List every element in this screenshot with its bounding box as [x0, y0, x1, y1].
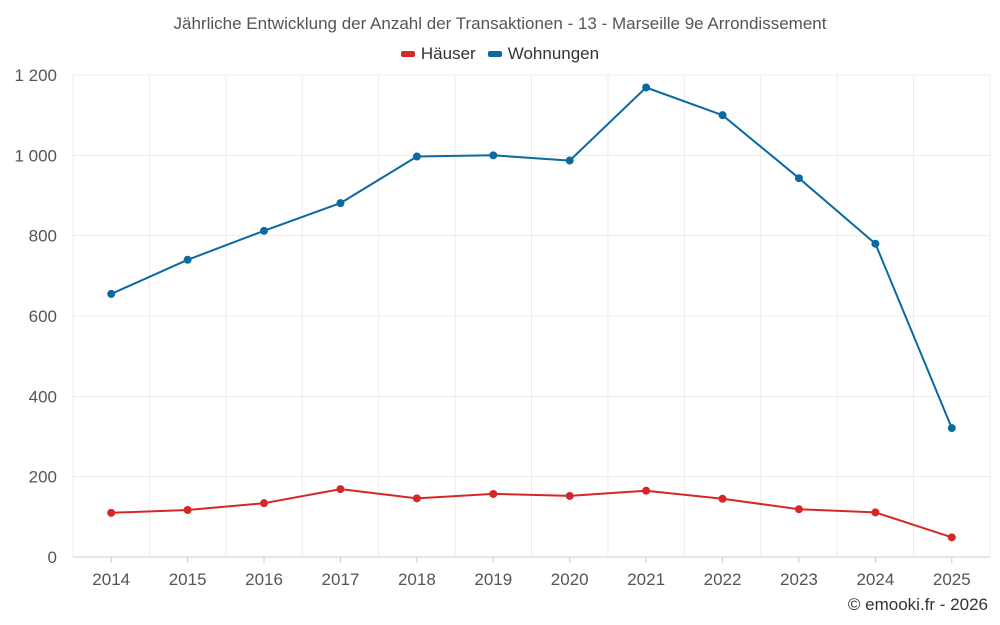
- y-tick-label: 400: [29, 387, 57, 406]
- y-tick-label: 1 200: [14, 66, 57, 85]
- x-tick-label: 2025: [933, 570, 971, 589]
- y-tick-label: 800: [29, 227, 57, 246]
- data-point[interactable]: [947, 533, 956, 542]
- data-point[interactable]: [260, 499, 269, 508]
- legend: Häuser Wohnungen: [0, 44, 1000, 64]
- x-tick-label: 2021: [627, 570, 665, 589]
- data-point[interactable]: [794, 505, 803, 514]
- data-point[interactable]: [794, 174, 803, 183]
- legend-item-haeuser[interactable]: Häuser: [400, 44, 476, 64]
- legend-item-wohnungen[interactable]: Wohnungen: [487, 44, 600, 64]
- data-point[interactable]: [412, 152, 421, 161]
- data-point[interactable]: [107, 508, 116, 517]
- legend-swatch-wohnungen: [487, 51, 502, 57]
- x-tick-label: 2014: [92, 570, 130, 589]
- data-point[interactable]: [565, 491, 574, 500]
- y-tick-label: 600: [29, 307, 57, 326]
- data-point[interactable]: [642, 486, 651, 495]
- x-tick-label: 2020: [551, 570, 589, 589]
- data-point[interactable]: [183, 255, 192, 264]
- x-tick-label: 2019: [474, 570, 512, 589]
- watermark: © emooki.fr - 2026: [847, 595, 988, 614]
- data-point[interactable]: [489, 489, 498, 498]
- x-tick-label: 2023: [780, 570, 818, 589]
- data-point[interactable]: [642, 83, 651, 92]
- data-point[interactable]: [260, 226, 269, 235]
- series-line-wohnungen: [110, 86, 953, 429]
- x-tick-label: 2017: [322, 570, 360, 589]
- data-point[interactable]: [565, 156, 574, 165]
- data-point[interactable]: [336, 485, 345, 494]
- x-tick-label: 2022: [704, 570, 742, 589]
- legend-swatch-haeuser: [400, 51, 415, 57]
- data-point[interactable]: [336, 199, 345, 208]
- x-tick-label: 2015: [169, 570, 207, 589]
- x-tick-label: 2016: [245, 570, 283, 589]
- data-point[interactable]: [947, 424, 956, 433]
- data-point[interactable]: [871, 508, 880, 517]
- data-point[interactable]: [718, 494, 727, 503]
- chart-title: Jährliche Entwicklung der Anzahl der Tra…: [173, 14, 827, 33]
- data-point[interactable]: [107, 289, 116, 298]
- data-point[interactable]: [183, 506, 192, 515]
- legend-label-wohnungen: Wohnungen: [507, 44, 600, 63]
- data-point[interactable]: [871, 239, 880, 248]
- series-line-haeuser: [111, 488, 953, 539]
- x-tick-label: 2024: [856, 570, 894, 589]
- legend-label-haeuser: Häuser: [420, 44, 476, 63]
- y-tick-label: 0: [48, 548, 57, 567]
- data-point[interactable]: [718, 111, 727, 120]
- data-point[interactable]: [489, 151, 498, 160]
- y-tick-label: 200: [29, 468, 57, 487]
- x-tick-label: 2018: [398, 570, 436, 589]
- y-tick-label: 1 000: [14, 146, 57, 165]
- data-point[interactable]: [412, 494, 421, 503]
